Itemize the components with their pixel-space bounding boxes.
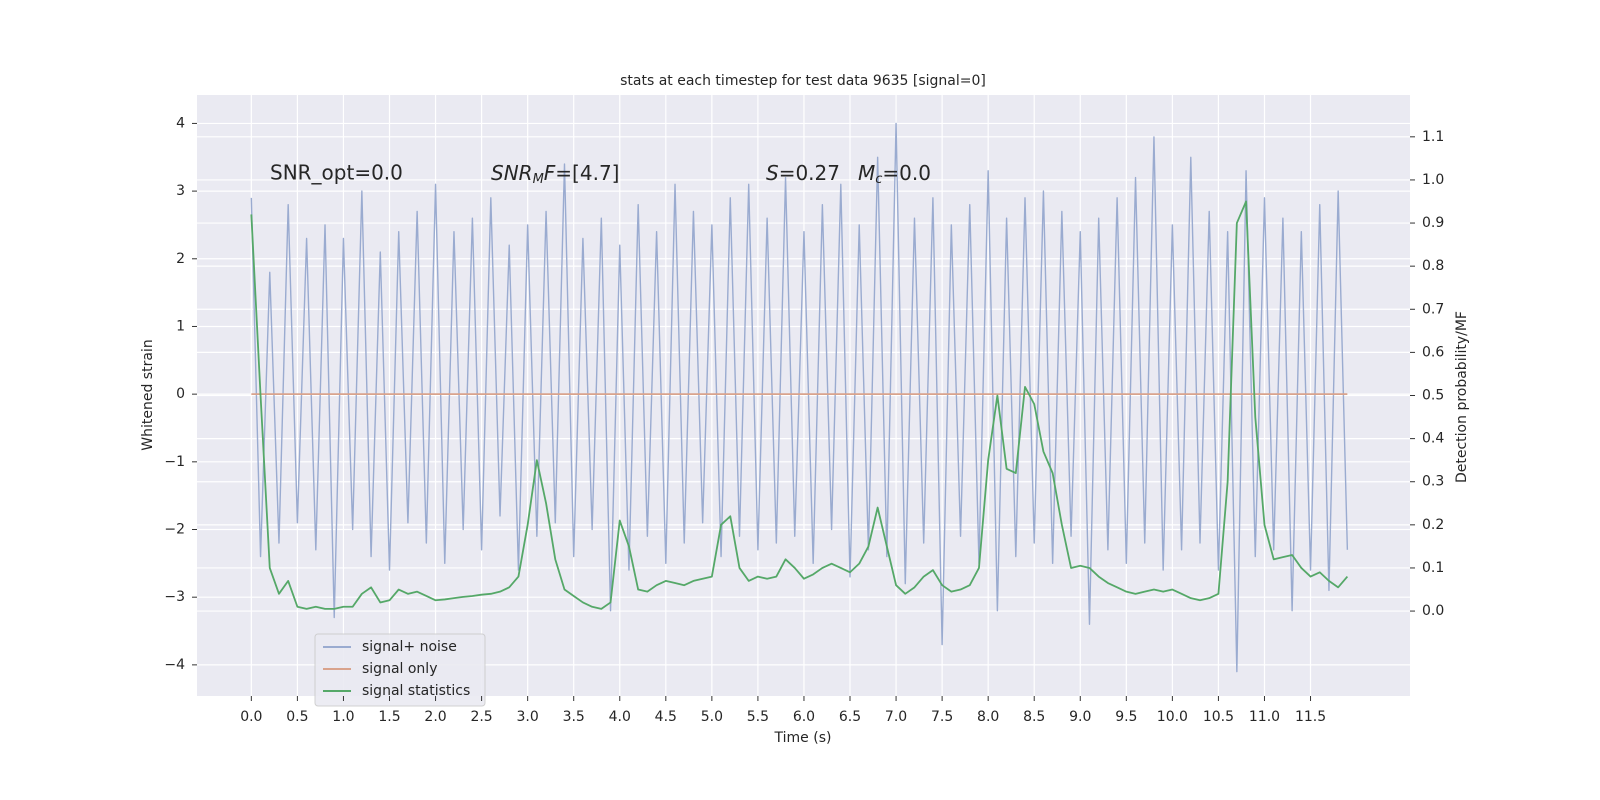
x-tick-label: 2.5 xyxy=(470,709,492,725)
x-tick-label: 0.5 xyxy=(286,709,308,725)
annotation-part: =0.0 xyxy=(882,161,931,185)
y-tick-label: −1 xyxy=(164,454,185,470)
x-tick-label: 11.5 xyxy=(1295,709,1326,725)
y2-tick-label: 0.1 xyxy=(1422,560,1444,576)
x-tick-label: 2.0 xyxy=(424,709,446,725)
legend-label: signal statistics xyxy=(362,683,470,699)
annotation-part: SNR xyxy=(491,161,533,185)
y2-tick-label: 0.7 xyxy=(1422,301,1444,317)
x-tick-label: 5.5 xyxy=(747,709,769,725)
y2-axis-label: Detection probability/MF xyxy=(1454,311,1470,483)
y-tick-label: 2 xyxy=(176,251,185,267)
y-tick-label: 3 xyxy=(176,183,185,199)
chart-title: stats at each timestep for test data 963… xyxy=(620,73,986,89)
y-axis-label: Whitened strain xyxy=(140,339,156,450)
annotation-part: =0.27 xyxy=(779,161,840,185)
y2-tick-label: 0.6 xyxy=(1422,344,1444,360)
legend-box xyxy=(314,633,486,707)
y2-tick-label: 0.9 xyxy=(1422,215,1444,231)
x-tick-label: 7.5 xyxy=(931,709,953,725)
annotation-part: M xyxy=(858,161,875,185)
x-tick-label: 6.0 xyxy=(793,709,815,725)
x-tick-label: 1.5 xyxy=(378,709,400,725)
x-axis-label: Time (s) xyxy=(774,730,832,746)
x-tick-label: 8.5 xyxy=(1023,709,1045,725)
x-tick-label: 9.5 xyxy=(1115,709,1137,725)
x-tick-label: 8.0 xyxy=(977,709,999,725)
legend: signal+ noise signal only signal statistic… xyxy=(314,633,486,707)
x-tick-label: 7.0 xyxy=(885,709,907,725)
y-tick-label: −2 xyxy=(164,522,185,538)
y-tick-label: −4 xyxy=(164,657,185,673)
y-tick-label: 4 xyxy=(176,115,185,131)
y-tick-label: 1 xyxy=(176,318,185,334)
annotation-part: M xyxy=(533,172,544,187)
x-tick-label: 11.0 xyxy=(1249,709,1280,725)
annotation: SNR_opt=0.0 xyxy=(270,161,403,185)
annotation-part: c xyxy=(875,172,882,187)
x-tick-label: 4.0 xyxy=(609,709,631,725)
annotation-part: F xyxy=(544,161,556,185)
x-tick-label: 5.0 xyxy=(701,709,723,725)
legend-label: signal+ noise xyxy=(362,639,457,655)
x-tick-label: 3.0 xyxy=(517,709,539,725)
series-line xyxy=(250,200,1349,610)
y2-tick-label: 1.0 xyxy=(1422,172,1444,188)
y2-tick-label: 0.5 xyxy=(1422,388,1444,404)
annotation-part: S xyxy=(766,161,779,185)
x-tick-label: 10.5 xyxy=(1203,709,1234,725)
x-tick-label: 6.5 xyxy=(839,709,861,725)
annotation: SNRMF=[4.7] xyxy=(491,161,619,187)
y2-tick-label: 0.4 xyxy=(1422,431,1444,447)
y2-tick-label: 0.8 xyxy=(1422,258,1444,274)
y2-tick-label: 0.2 xyxy=(1422,517,1444,533)
legend-label: signal only xyxy=(362,661,437,677)
x-tick-label: 4.5 xyxy=(655,709,677,725)
y-tick-label: 0 xyxy=(176,386,185,402)
annotation: S=0.27 Mc=0.0 xyxy=(766,161,931,187)
x-tick-label: 3.5 xyxy=(563,709,585,725)
x-tick-label: 0.0 xyxy=(240,709,262,725)
y-tick-label: −3 xyxy=(164,589,185,605)
x-tick-label: 1.0 xyxy=(332,709,354,725)
y2-tick-label: 0.3 xyxy=(1422,474,1444,490)
annotation-part: =[4.7] xyxy=(555,161,619,185)
series-line xyxy=(250,122,1349,673)
lines xyxy=(250,122,1349,673)
y2-tick-label: 1.1 xyxy=(1422,129,1444,145)
x-tick-label: 9.0 xyxy=(1069,709,1091,725)
x-tick-label: 10.0 xyxy=(1157,709,1188,725)
y2-tick-label: 0.0 xyxy=(1422,603,1444,619)
